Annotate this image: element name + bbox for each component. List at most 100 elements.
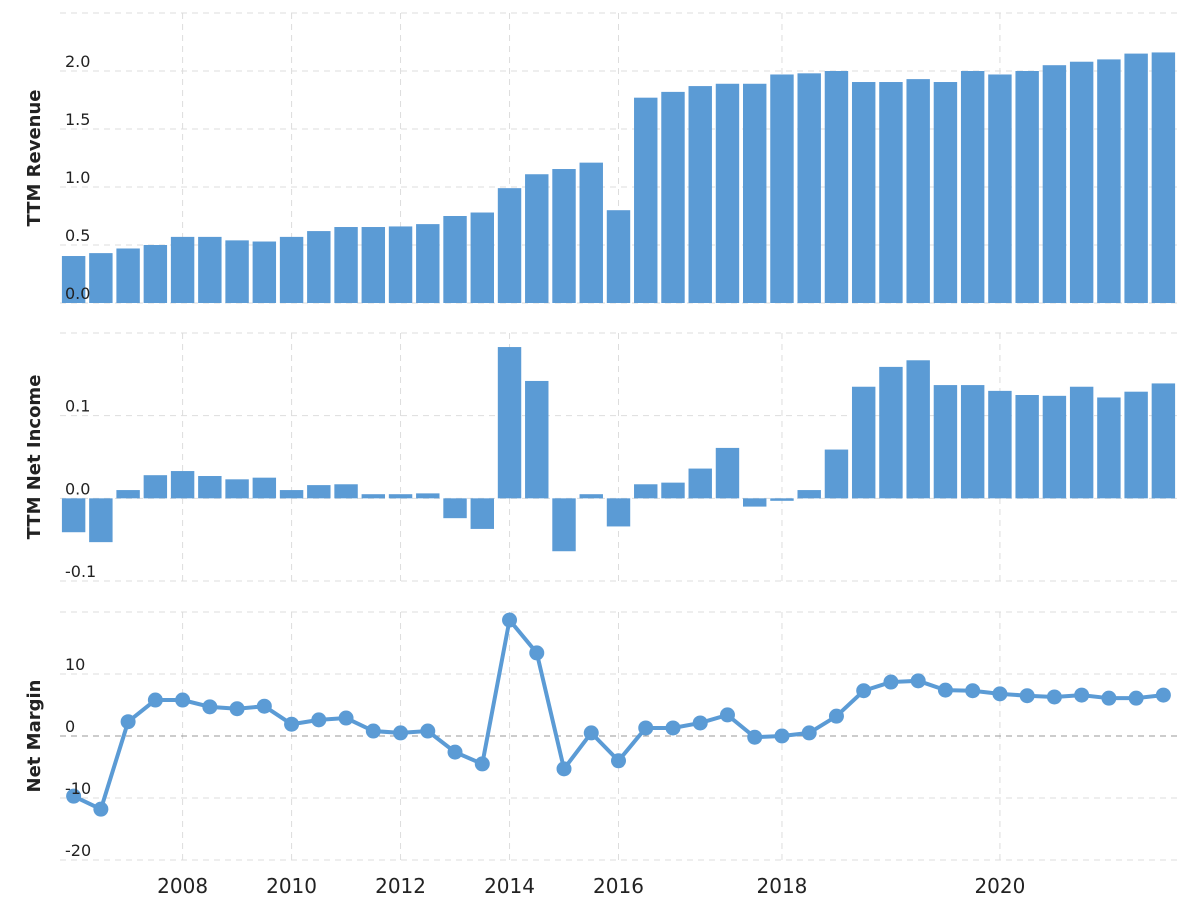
bar: [770, 74, 794, 303]
bar: [443, 498, 467, 519]
bar: [1042, 65, 1067, 303]
point: [338, 710, 354, 726]
point: [856, 683, 872, 699]
point: [638, 720, 654, 736]
point: [665, 720, 681, 736]
bar: [960, 71, 985, 303]
bar: [416, 493, 440, 499]
bar: [1151, 383, 1176, 499]
x-tick-label: 2008: [157, 874, 208, 898]
bar: [770, 498, 794, 501]
bar: [170, 471, 195, 499]
bar: [252, 241, 277, 303]
point: [774, 728, 790, 744]
point: [883, 674, 899, 690]
bar: [143, 475, 168, 499]
bar: [279, 490, 304, 499]
y-tick-label: 0.1: [65, 397, 90, 416]
point: [284, 716, 300, 732]
y-tick-label: -0.1: [65, 562, 96, 581]
bar: [988, 390, 1012, 499]
bar: [334, 227, 358, 303]
bar: [1124, 391, 1148, 499]
y-tick-label: 10: [65, 655, 85, 674]
bar: [361, 227, 386, 303]
bar: [552, 169, 576, 303]
bar: [661, 91, 685, 303]
bar: [906, 79, 930, 304]
bar: [143, 245, 168, 303]
point: [147, 692, 163, 708]
bar: [1015, 395, 1039, 499]
point: [1074, 687, 1090, 703]
y-tick-label: 2.0: [65, 52, 90, 71]
bar: [579, 494, 603, 499]
bar: [797, 73, 821, 303]
point: [910, 673, 926, 689]
bar: [334, 484, 358, 499]
bar: [198, 476, 222, 499]
y-tick-label: 0.0: [65, 479, 90, 498]
bar: [960, 385, 985, 499]
bar: [525, 174, 549, 303]
point: [311, 712, 327, 728]
point: [175, 692, 191, 708]
point: [1128, 690, 1144, 706]
bar: [497, 188, 522, 303]
point: [502, 612, 518, 628]
point: [992, 686, 1008, 702]
bar: [552, 498, 576, 552]
bar: [933, 385, 958, 499]
point: [393, 725, 409, 741]
bar: [116, 248, 140, 303]
bar: [470, 212, 494, 303]
bar: [1097, 397, 1121, 499]
point: [474, 756, 490, 772]
bar: [1069, 61, 1094, 303]
bar: [988, 74, 1012, 303]
bar: [606, 210, 631, 303]
bar: [470, 498, 494, 529]
bar: [743, 83, 767, 303]
bar: [416, 224, 440, 303]
point: [828, 708, 844, 724]
bar: [443, 216, 467, 303]
bar: [388, 226, 413, 303]
bar: [715, 83, 740, 303]
point: [529, 645, 545, 661]
bar: [879, 82, 903, 304]
bar: [688, 468, 712, 499]
point: [202, 699, 218, 715]
y-axis-label: TTM Net Income: [24, 375, 45, 540]
bar: [1069, 386, 1094, 499]
bar: [879, 366, 903, 499]
y-tick-label: -20: [65, 841, 91, 860]
bar: [906, 360, 930, 499]
bar: [198, 236, 222, 303]
point: [120, 714, 136, 730]
x-tick-label: 2012: [375, 874, 426, 898]
point: [447, 744, 463, 760]
bar: [634, 97, 658, 304]
bar: [606, 498, 631, 527]
bar: [661, 482, 685, 499]
bar: [824, 71, 849, 303]
bar: [61, 256, 86, 303]
bar: [89, 253, 113, 303]
x-tick-label: 2018: [757, 874, 808, 898]
point: [93, 801, 109, 817]
x-tick-label: 2020: [974, 874, 1025, 898]
point: [937, 682, 953, 698]
y-axis-label: Net Margin: [24, 680, 45, 793]
x-tick-label: 2010: [266, 874, 317, 898]
x-tick-label: 2016: [593, 874, 644, 898]
bar: [279, 236, 304, 303]
bar: [252, 477, 277, 499]
bar: [497, 347, 522, 499]
point: [611, 753, 626, 769]
y-tick-label: 0: [65, 717, 75, 736]
bar: [933, 82, 958, 304]
bar: [851, 82, 876, 304]
point: [256, 698, 272, 714]
